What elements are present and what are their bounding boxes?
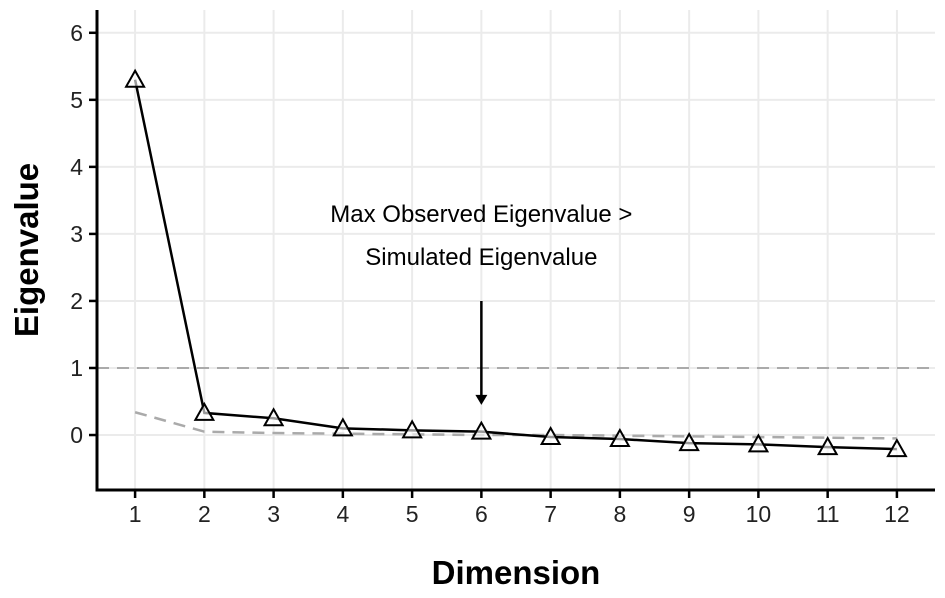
observed-point-marker [747,433,770,453]
observed-point-marker [332,417,354,437]
x-tick-label: 6 [475,501,488,527]
x-tick-label: 1 [129,501,142,527]
observed-point-marker [678,432,700,452]
annotation-line-1: Max Observed Eigenvalue > [330,201,632,228]
observed-point-marker [886,438,908,458]
x-tick-label: 12 [884,501,910,527]
x-tick-label: 10 [746,501,772,527]
y-tick-label: 5 [70,87,83,113]
x-tick-label: 11 [816,501,840,527]
observed-point-marker [124,68,146,88]
x-tick-label: 9 [683,501,696,527]
annotation-line-2: Simulated Eigenvalue [365,244,597,271]
observed-point-marker [609,428,631,448]
observed-point-marker [401,419,423,439]
x-tick-label: 7 [544,501,557,527]
y-tick-label: 6 [70,20,83,46]
observed-line [133,79,897,451]
x-axis-title: Dimension [432,554,601,591]
x-tick-label: 8 [613,501,626,527]
y-tick-label: 1 [70,355,83,381]
observed-point-marker [470,420,493,440]
observed-point-marker [193,401,216,421]
annotation-arrow-head-icon [475,394,488,405]
observed-point-marker [539,425,562,446]
y-axis-title: Eigenvalue [8,163,45,337]
y-tick-label: 3 [70,221,83,247]
y-tick-label: 2 [70,288,83,314]
y-tick-label: 0 [70,422,83,448]
series-group [124,68,908,458]
x-tick-label: 4 [336,501,349,527]
x-tick-label: 2 [198,501,211,527]
observed-point-marker [816,436,839,456]
y-tick-label: 4 [70,154,83,180]
x-tick-label: 5 [406,501,419,527]
observed-point-marker [262,407,285,427]
x-tick-label: 3 [267,501,280,527]
annotation-group: Max Observed Eigenvalue > Simulated Eige… [330,201,632,405]
